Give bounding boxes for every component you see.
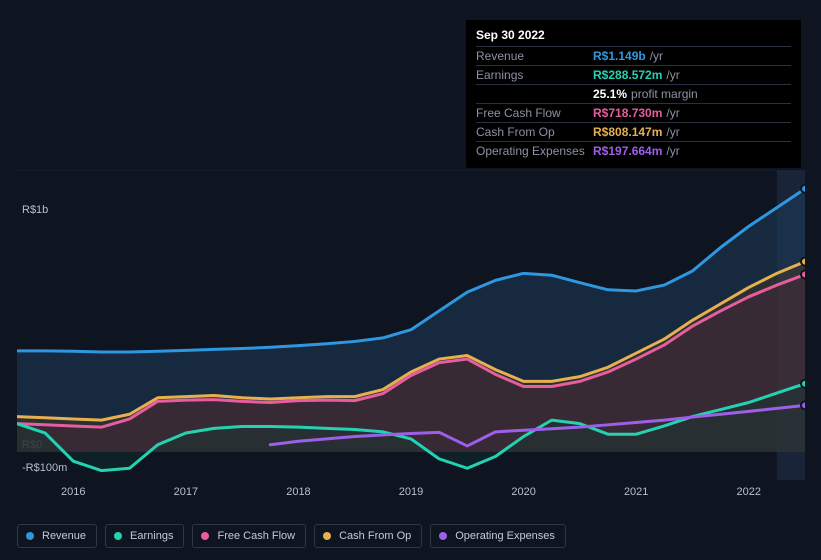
tooltip-row-label: Earnings (476, 68, 593, 82)
legend-label: Operating Expenses (455, 530, 555, 542)
x-axis-label: 2017 (130, 486, 243, 506)
tooltip-row-suffix: /yr (666, 144, 679, 158)
tooltip-row: Cash From OpR$808.147m/yr (476, 122, 791, 141)
tooltip-row-suffix: /yr (666, 125, 679, 139)
legend-item[interactable]: Operating Expenses (430, 524, 566, 548)
legend-item[interactable]: Earnings (105, 524, 184, 548)
chart-x-axis: 2016201720182019202020212022 (17, 486, 805, 506)
legend-color-dot (323, 532, 331, 540)
tooltip-row-suffix: /yr (650, 49, 663, 63)
tooltip-row-value: R$1.149b (593, 49, 646, 63)
legend-label: Cash From Op (339, 530, 411, 542)
tooltip-row-sublabel: profit margin (631, 87, 698, 101)
tooltip-row: RevenueR$1.149b/yr (476, 46, 791, 65)
x-axis-label: 2018 (242, 486, 355, 506)
x-axis-label: 2016 (17, 486, 130, 506)
legend-label: Earnings (130, 530, 173, 542)
legend-color-dot (201, 532, 209, 540)
chart-tooltip: Sep 30 2022 RevenueR$1.149b/yrEarningsR$… (466, 20, 801, 168)
x-axis-label: 2020 (467, 486, 580, 506)
financials-chart: R$1bR$0-R$100m 2016201720182019202020212… (0, 160, 821, 500)
legend-color-dot (26, 532, 34, 540)
legend-item[interactable]: Revenue (17, 524, 97, 548)
chart-legend: Revenue Earnings Free Cash Flow Cash From O… (17, 524, 566, 548)
x-axis-label: 2022 (692, 486, 805, 506)
tooltip-title: Sep 30 2022 (476, 26, 791, 46)
legend-label: Free Cash Flow (217, 530, 295, 542)
legend-color-dot (114, 532, 122, 540)
legend-color-dot (439, 532, 447, 540)
tooltip-row: EarningsR$288.572m/yr (476, 65, 791, 84)
tooltip-row-label: Revenue (476, 49, 593, 63)
tooltip-row-label: Operating Expenses (476, 144, 593, 158)
tooltip-row: Operating ExpensesR$197.664m/yr (476, 141, 791, 160)
x-axis-label: 2019 (355, 486, 468, 506)
tooltip-row-suffix: /yr (666, 68, 679, 82)
x-axis-label: 2021 (580, 486, 693, 506)
tooltip-row-label: Cash From Op (476, 125, 593, 139)
tooltip-row-value: R$197.664m (593, 144, 662, 158)
chart-plot-area (17, 170, 805, 480)
tooltip-row: Free Cash FlowR$718.730m/yr (476, 103, 791, 122)
legend-item[interactable]: Free Cash Flow (192, 524, 306, 548)
tooltip-row-value: R$288.572m (593, 68, 662, 82)
tooltip-row-value: R$808.147m (593, 125, 662, 139)
tooltip-row-value: R$718.730m (593, 106, 662, 120)
tooltip-row-label: Free Cash Flow (476, 106, 593, 120)
tooltip-row-suffix: /yr (666, 106, 679, 120)
tooltip-row: 25.1% profit margin (476, 84, 791, 103)
legend-item[interactable]: Cash From Op (314, 524, 422, 548)
tooltip-row-value: 25.1% (593, 87, 627, 101)
legend-label: Revenue (42, 530, 86, 542)
